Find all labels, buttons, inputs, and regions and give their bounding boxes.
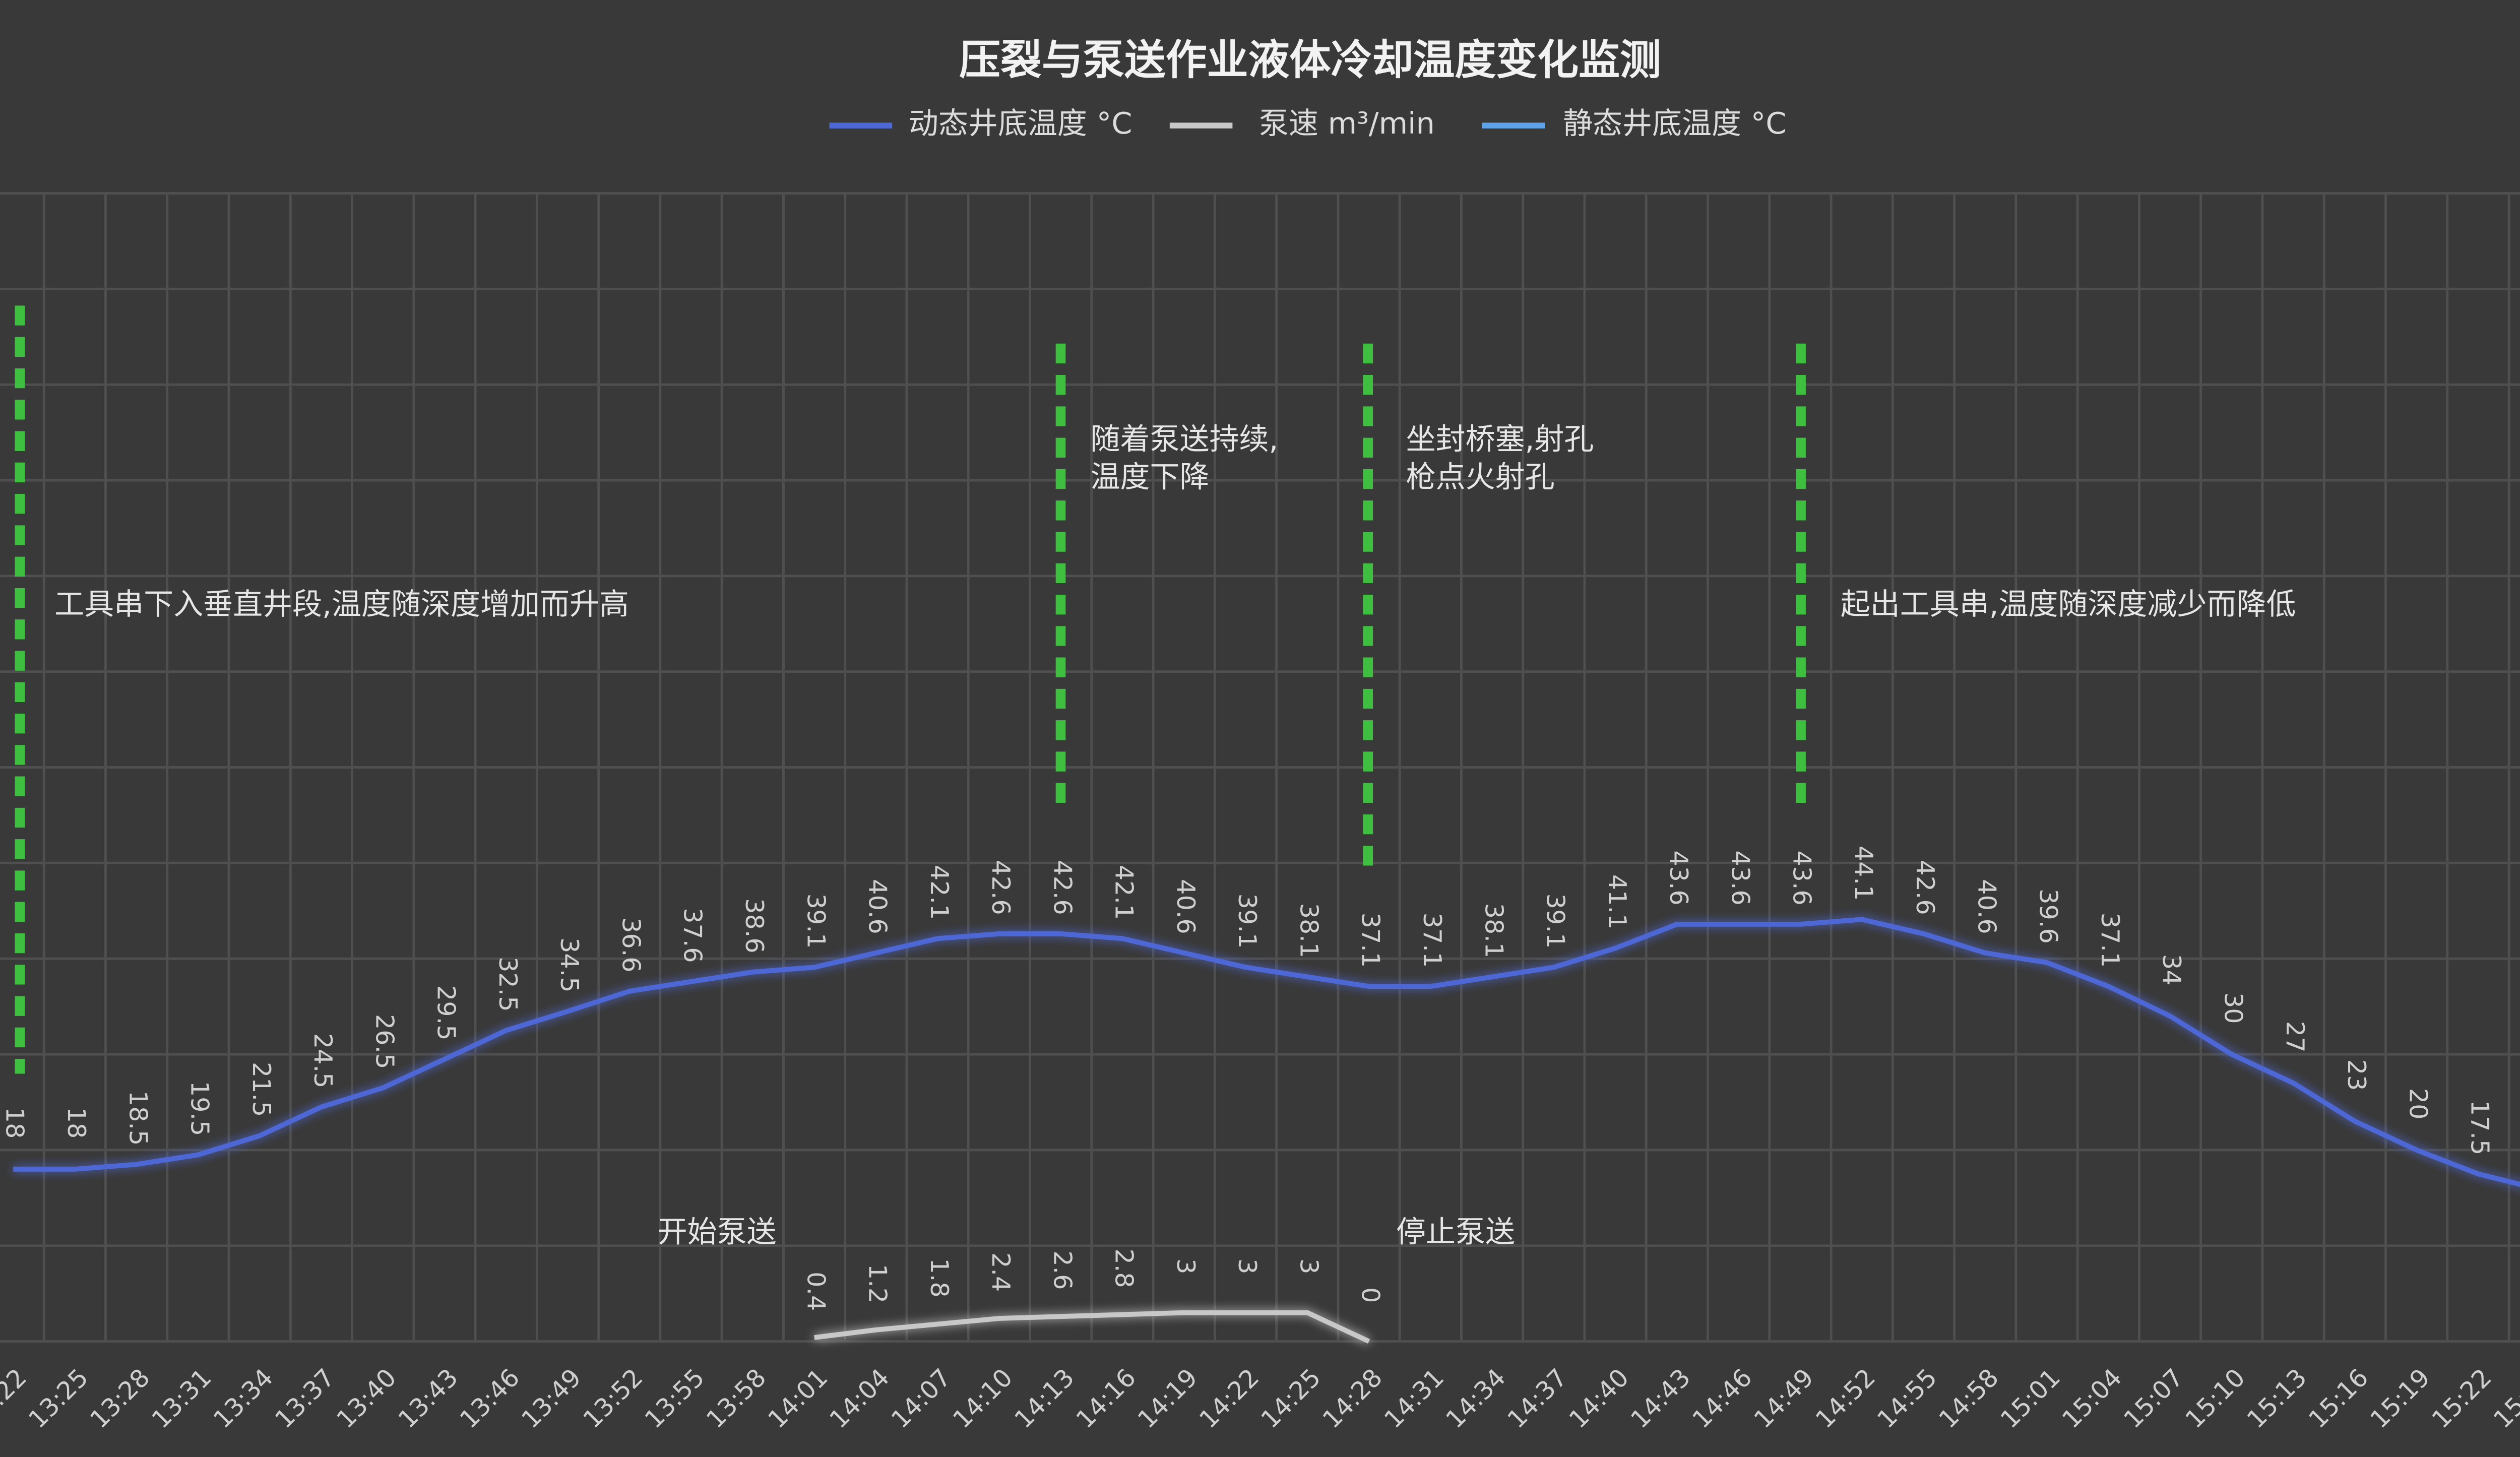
data-label: 43.6: [1726, 850, 1755, 905]
series-line: [13, 917, 2520, 1187]
data-label: 19.5: [185, 1081, 215, 1136]
data-label: 42.1: [925, 865, 954, 920]
data-label: 3: [1294, 1258, 1324, 1274]
data-label: 30: [2219, 992, 2248, 1024]
annotation: 枪点火射孔: [1406, 460, 1555, 494]
data-label: 39.1: [1541, 894, 1570, 948]
annotation: 工具串下入垂直井段,温度随深度增加而升高: [54, 587, 629, 621]
data-label: 18.5: [123, 1091, 153, 1146]
data-label: 36.6: [616, 917, 646, 972]
data-label: 37.1: [1356, 913, 1385, 968]
data-label: 23: [2342, 1059, 2371, 1091]
data-label: 42.6: [986, 860, 1016, 915]
annotation: 随着泵送持续,: [1091, 421, 1279, 456]
data-label: 37.1: [1418, 913, 1447, 968]
data-label: 38.1: [1294, 903, 1324, 958]
annotation: 温度下降: [1091, 460, 1210, 494]
data-label: 40.6: [863, 879, 893, 934]
data-label: 44.1: [1849, 846, 1878, 901]
data-label: 40.6: [1171, 879, 1201, 934]
data-label: 24.5: [308, 1033, 338, 1088]
data-label: 2.6: [1048, 1250, 1077, 1290]
data-label: 34: [2157, 954, 2186, 986]
data-label: 29.5: [432, 985, 461, 1040]
data-label: 26.5: [370, 1014, 399, 1069]
data-label: 38.6: [740, 898, 769, 953]
data-label: 1.8: [925, 1258, 954, 1298]
data-label: 27: [2281, 1021, 2310, 1053]
annotation: 开始泵送: [658, 1215, 777, 1249]
data-label: 39.1: [801, 894, 831, 948]
data-label: 0: [1356, 1287, 1385, 1303]
data-label: 39.1: [1233, 894, 1262, 948]
data-label: 3: [1171, 1258, 1201, 1274]
data-label: 34.5: [555, 937, 584, 992]
data-label: 41.1: [1603, 874, 1632, 929]
data-label: 38.1: [1479, 903, 1508, 958]
data-label: 42.6: [1048, 860, 1077, 915]
legend-label: 动态井底温度 °C: [909, 106, 1132, 141]
data-label: 43.6: [1664, 850, 1693, 905]
data-label: 32.5: [493, 957, 523, 1011]
data-label: 43.6: [1788, 850, 1817, 905]
data-label: 42.6: [1911, 860, 1940, 915]
series-line: [814, 1310, 1370, 1344]
legend-label: 泵速 m³/min: [1259, 106, 1435, 141]
data-label: 37.6: [678, 908, 708, 963]
data-label: 37.1: [2096, 913, 2125, 968]
data-label: 1.2: [863, 1264, 893, 1303]
annotation: 坐封桥塞,射孔: [1406, 421, 1594, 456]
data-label: 17.5: [2466, 1100, 2495, 1155]
data-label: 20: [2404, 1088, 2433, 1120]
data-label: 42.1: [1110, 865, 1139, 920]
data-label: 18: [1, 1107, 30, 1139]
data-label: 3: [1233, 1258, 1262, 1274]
data-label: 18: [62, 1107, 91, 1139]
annotation: 起出工具串,温度随深度减少而降低: [1841, 587, 2296, 621]
chart-title: 压裂与泵送作业液体冷却温度变化监测: [959, 36, 1661, 84]
data-label: 0.4: [801, 1272, 831, 1311]
data-label: 21.5: [247, 1062, 276, 1117]
legend-label: 静态井底温度 °C: [1563, 106, 1786, 141]
data-label: 40.6: [1972, 879, 2001, 934]
data-label: 2.4: [986, 1252, 1016, 1292]
annotation: 停止泵送: [1396, 1215, 1515, 1249]
data-label: 39.6: [2034, 889, 2063, 943]
data-label: 2.8: [1110, 1249, 1139, 1288]
